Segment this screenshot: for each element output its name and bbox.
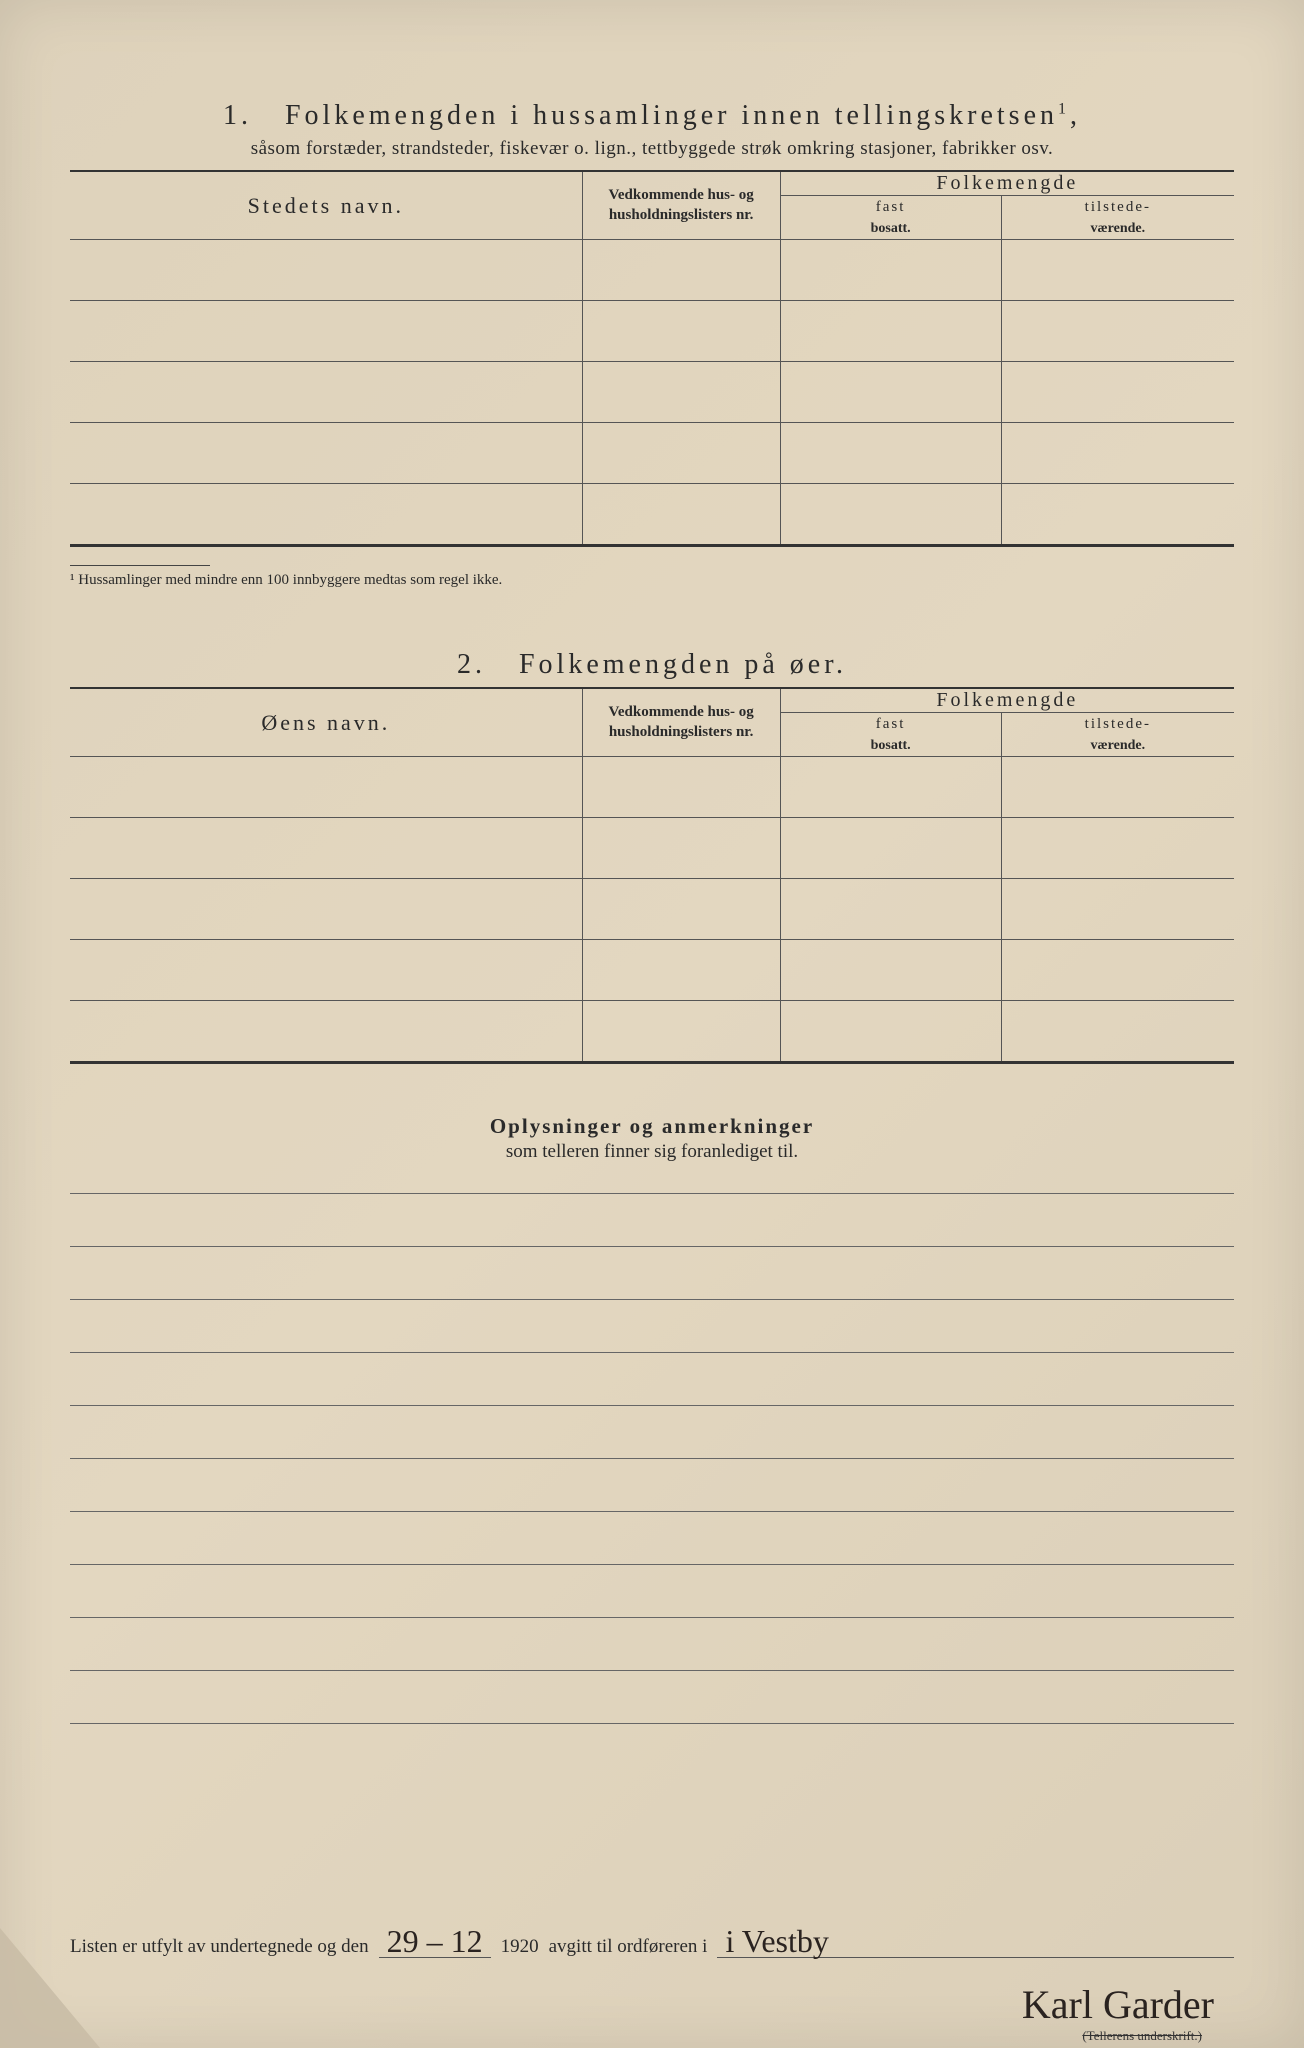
table-row	[70, 1001, 1234, 1063]
table-row	[70, 362, 1234, 423]
page-dogear	[0, 1928, 100, 2048]
table-row	[70, 818, 1234, 879]
ruled-line	[70, 1512, 1234, 1565]
ruled-line	[70, 1247, 1234, 1300]
table-row	[70, 484, 1234, 546]
col-fast-2-sub: bosatt.	[781, 736, 1001, 756]
col-tilstede-2-sub: værende.	[1002, 736, 1234, 756]
col-tilstede-2-label: tilstede-	[1002, 713, 1234, 736]
section1-footnote: ¹ Hussamlinger med mindre enn 100 innbyg…	[70, 572, 1234, 589]
section1-title: Folkemengden i hussamlinger innen tellin…	[285, 100, 1058, 131]
col-folkemengde: Folkemengde	[780, 171, 1234, 196]
signature-block: Listen er utfylt av undertegnede og den …	[70, 1925, 1234, 1958]
table-row	[70, 879, 1234, 940]
sig-pre-text: Listen er utfylt av undertegnede og den	[70, 1936, 369, 1958]
section1-subtitle: såsom forstæder, strandsteder, fiskevær …	[70, 138, 1234, 160]
col-fast: fast bosatt.	[780, 196, 1001, 240]
section1-number: 1.	[223, 100, 252, 131]
col-fast-2: fast bosatt.	[780, 713, 1001, 757]
col-husliste: Vedkommende hus- og husholdningslisters …	[582, 171, 780, 240]
sig-name-handwritten: Karl Garder	[1022, 1981, 1214, 2028]
section2-table: Øens navn. Vedkommende hus- og husholdni…	[70, 687, 1234, 1064]
col-fast-label: fast	[781, 196, 1001, 219]
ruled-line	[70, 1671, 1234, 1724]
col-fast-2-label: fast	[781, 713, 1001, 736]
col-oens-navn: Øens navn.	[70, 688, 582, 757]
ruled-line	[70, 1353, 1234, 1406]
ruled-line	[70, 1459, 1234, 1512]
section1-table: Stedets navn. Vedkommende hus- og hushol…	[70, 170, 1234, 547]
col-fast-sub: bosatt.	[781, 219, 1001, 239]
col-stedets-navn: Stedets navn.	[70, 171, 582, 240]
table-row	[70, 757, 1234, 818]
table-row	[70, 301, 1234, 362]
col-tilstede-2: tilstede- værende.	[1001, 713, 1234, 757]
col-tilstede-sub: værende.	[1002, 219, 1234, 239]
col-tilstede: tilstede- værende.	[1001, 196, 1234, 240]
footnote-rule	[70, 565, 210, 566]
col-husliste-2: Vedkommende hus- og husholdningslisters …	[582, 688, 780, 757]
section2-heading: 2. Folkemengden på øer.	[70, 649, 1234, 681]
col-tilstede-label: tilstede-	[1002, 196, 1234, 219]
ruled-line	[70, 1194, 1234, 1247]
table-row	[70, 940, 1234, 1001]
table-row	[70, 423, 1234, 484]
ruled-line	[70, 1406, 1234, 1459]
section1-heading: 1. Folkemengden i hussamlinger innen tel…	[70, 100, 1234, 132]
census-form-page: 1. Folkemengden i hussamlinger innen tel…	[0, 0, 1304, 2048]
ruled-line	[70, 1565, 1234, 1618]
sig-caption: (Tellerens underskrift.)	[1082, 2028, 1202, 2044]
section3-subtitle: som telleren finner sig foranlediget til…	[70, 1141, 1234, 1163]
col-folkemengde-2: Folkemengde	[780, 688, 1234, 713]
section2-number: 2.	[457, 649, 486, 680]
sig-mid-text: avgitt til ordføreren i	[549, 1936, 708, 1958]
remarks-ruled-area	[70, 1193, 1234, 1724]
sig-date-handwritten: 29 – 12	[379, 1925, 491, 1958]
ruled-line	[70, 1618, 1234, 1671]
section2-title: Folkemengden på øer.	[519, 649, 847, 680]
section1-superscript: 1	[1058, 101, 1070, 118]
sig-place-handwritten: i Vestby	[717, 1925, 1234, 1958]
ruled-line	[70, 1300, 1234, 1353]
table-row	[70, 240, 1234, 301]
sig-year: 1920	[501, 1936, 539, 1958]
section3-title: Oplysninger og anmerkninger	[70, 1114, 1234, 1139]
